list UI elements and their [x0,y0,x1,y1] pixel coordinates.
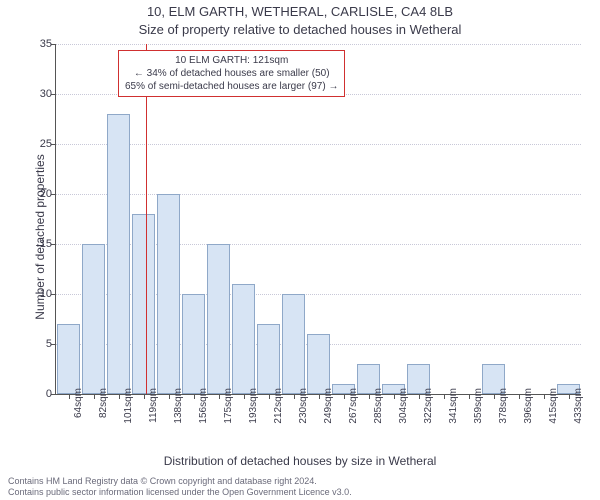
xtick-mark [194,394,195,399]
histogram-bar [257,324,280,394]
histogram-bar [57,324,80,394]
histogram-bar [232,284,255,394]
histogram-bar [157,194,180,394]
xtick-label: 341sqm [448,388,459,424]
histogram-bar [182,294,205,394]
xtick-mark [519,394,520,399]
xtick-mark [419,394,420,399]
xtick-mark [444,394,445,399]
xtick-mark [269,394,270,399]
gridline [56,194,581,195]
info-box-line: ← 34% of detached houses are smaller (50… [125,67,338,80]
xtick-mark [569,394,570,399]
xtick-mark [219,394,220,399]
gridline [56,144,581,145]
xtick-mark [294,394,295,399]
ytick-label: 20 [30,188,52,200]
xtick-mark [244,394,245,399]
ytick-label: 25 [30,138,52,150]
y-axis-label: Number of detached properties [33,137,47,337]
xtick-label: 322sqm [423,388,434,424]
info-box-line: 65% of semi-detached houses are larger (… [125,80,338,93]
histogram-bar [307,334,330,394]
info-box-line: 10 ELM GARTH: 121sqm [125,54,338,67]
footer-line: Contains public sector information licen… [8,487,352,498]
plot-area: 0510152025303564sqm82sqm101sqm119sqm138s… [55,44,581,395]
xtick-mark [544,394,545,399]
xtick-mark [369,394,370,399]
ytick-label: 15 [30,238,52,250]
histogram-bar [107,114,130,394]
xtick-label: 433sqm [573,388,584,424]
attribution-footer: Contains HM Land Registry data © Crown c… [8,476,352,498]
xtick-mark [119,394,120,399]
xtick-mark [319,394,320,399]
x-axis-label: Distribution of detached houses by size … [0,454,600,468]
gridline [56,44,581,45]
xtick-mark [169,394,170,399]
ytick-label: 35 [30,38,52,50]
histogram-bar [207,244,230,394]
histogram-bar [132,214,155,394]
chart-title-address: 10, ELM GARTH, WETHERAL, CARLISLE, CA4 8… [0,4,600,19]
ytick-label: 5 [30,338,52,350]
histogram-bar [82,244,105,394]
footer-line: Contains HM Land Registry data © Crown c… [8,476,352,487]
property-info-box: 10 ELM GARTH: 121sqm← 34% of detached ho… [118,50,345,97]
chart-title-desc: Size of property relative to detached ho… [0,22,600,37]
xtick-mark [144,394,145,399]
xtick-mark [69,394,70,399]
ytick-label: 0 [30,388,52,400]
ytick-label: 30 [30,88,52,100]
histogram-bar [282,294,305,394]
xtick-mark [494,394,495,399]
xtick-mark [344,394,345,399]
xtick-mark [469,394,470,399]
xtick-label: 396sqm [523,388,534,424]
xtick-mark [394,394,395,399]
ytick-label: 10 [30,288,52,300]
xtick-mark [94,394,95,399]
property-size-histogram: 10, ELM GARTH, WETHERAL, CARLISLE, CA4 8… [0,0,600,500]
xtick-label: 378sqm [498,388,509,424]
